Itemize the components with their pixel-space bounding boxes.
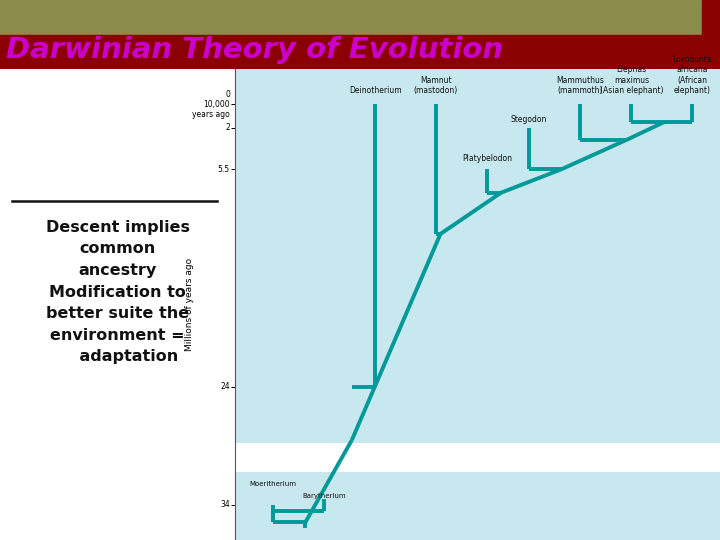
Text: Descent implies
common
ancestry
Modification to
better suite the
environment =
 : Descent implies common ancestry Modifica… xyxy=(46,220,190,364)
Bar xyxy=(702,0,720,38)
Text: Loxodonta
africana
(African
elephant): Loxodonta africana (African elephant) xyxy=(672,55,712,95)
Text: Barytherium: Barytherium xyxy=(302,493,346,499)
Bar xyxy=(235,443,720,472)
Text: Moeritherium: Moeritherium xyxy=(249,481,296,487)
Text: Platybelodon: Platybelodon xyxy=(462,154,512,163)
Bar xyxy=(0,35,720,69)
Text: Darwinian Theory of Evolution: Darwinian Theory of Evolution xyxy=(6,36,503,64)
Y-axis label: Millions of years ago: Millions of years ago xyxy=(185,258,194,351)
Text: Deinotherium: Deinotherium xyxy=(349,86,402,95)
Text: Mammuthus
(mammoth): Mammuthus (mammoth) xyxy=(557,76,604,95)
Text: Mamnut
(mastodon): Mamnut (mastodon) xyxy=(414,76,458,95)
Bar xyxy=(0,0,720,38)
Text: Stegodon: Stegodon xyxy=(510,116,547,124)
Text: Elephas
maximus
(Asian elephant): Elephas maximus (Asian elephant) xyxy=(600,65,663,95)
